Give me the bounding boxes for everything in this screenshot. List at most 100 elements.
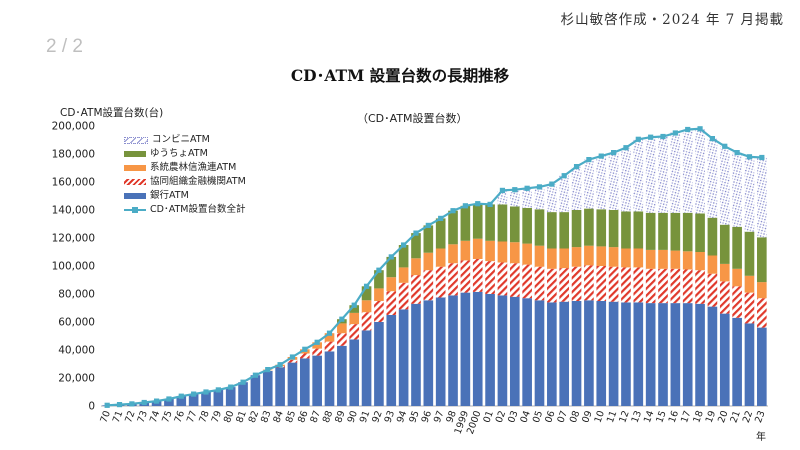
bar-segment [522,264,532,299]
x-tick-label: 10 [593,409,607,424]
bar-segment [608,210,619,248]
bar-segment [349,305,360,313]
bar-segment [682,251,693,270]
total-line-point [573,164,580,170]
bar-segment [509,242,520,264]
bar-segment [559,301,570,406]
bar-segment [534,300,545,406]
bar-segment [596,209,607,247]
bar-segment [299,358,310,406]
x-tick-label: 97 [432,409,446,424]
bar-segment [337,333,347,346]
x-tick-label: 95 [407,409,421,424]
bar-segment [608,247,619,267]
bar-segment [658,249,668,269]
bar-segment [361,300,372,313]
chart-legend: コンビニATM ゆうちょATM 系統農林信漁連ATM 協同組織金融機関ATM 銀… [124,133,246,217]
total-line-point [129,401,135,407]
x-tick-label: 15 [654,409,668,424]
bar-segment [719,281,730,314]
bar-segment [324,351,335,406]
total-line-point [153,398,160,404]
bar-segment [670,303,681,406]
bar-segment [509,296,520,406]
chart-title: CD･ATM 設置台数の長期推移 [290,66,510,85]
bar-segment [744,156,755,232]
bar-segment [312,342,322,349]
total-line-point [536,184,543,190]
bar-segment [707,217,718,256]
x-tick-label: 77 [185,409,199,424]
bar-segment [534,186,545,210]
x-tick-label: 71 [111,409,125,424]
legend-item-yucho: ゆうちょATM [124,147,246,161]
bar-segment [374,270,384,289]
bar-segment [398,245,409,268]
x-tick-label: 90 [346,409,360,424]
bar-segment [633,267,644,303]
bar-segment [658,212,668,250]
total-line-point [438,215,444,221]
y-tick-label: 200,000 [52,121,95,133]
x-tick-label: 93 [383,409,397,424]
total-line-point [141,399,147,406]
x-tick-label: 78 [197,409,211,424]
bar-segment [497,190,508,205]
total-line-point [759,154,765,161]
x-tick-label: 04 [518,409,532,424]
y-axis-title: CD･ATM設置台数(台) [60,107,164,119]
x-tick-label: 92 [370,409,384,424]
bar-segment [608,301,619,406]
bar-segment [509,189,520,207]
bar-segment [361,330,372,406]
total-line-point [191,391,197,397]
x-tick-label: 84 [271,409,285,424]
total-line-point [265,367,271,373]
total-line-point [697,126,703,132]
bar-segment [584,245,594,266]
y-tick-label: 120,000 [52,233,95,245]
x-tick-label: 13 [630,409,644,424]
bar-segment [349,339,360,406]
x-tick-label: 22 [741,409,755,424]
credit-text: 杉山敏啓作成・2024 年 7 月掲載 [560,12,784,28]
bar-segment [732,317,742,406]
x-tick-label: 05 [531,409,545,424]
bar-segment [707,273,718,307]
total-line-point [499,187,506,193]
x-tick-label: 16 [667,409,681,424]
bar-segment [522,207,532,244]
bar-segment [324,333,335,342]
bar-segment [472,291,483,406]
legend-label-nokyo: 系統農林信漁連ATM [150,162,237,173]
x-tick-label: 03 [506,409,520,424]
bar-segment [744,323,755,406]
bar-segment [596,156,607,210]
bar-segment [201,392,211,406]
x-tick-label: 89 [333,409,347,424]
bar-segment [695,213,705,252]
bar-segment [732,152,742,227]
legend-label-convenience: コンビニATM [152,134,210,145]
x-tick-label: 07 [556,409,570,424]
total-line-point [314,339,320,345]
bar-segment [213,389,224,406]
bar-segment [299,353,310,359]
bar-segment [386,256,397,278]
bar-segment [757,237,767,283]
x-tick-label: 06 [543,409,557,424]
bar-segment [682,269,693,304]
bar-segment [670,132,681,213]
legend-label-kyodo: 協同組織金融機関ATM [150,176,246,187]
bar-segment [411,303,421,406]
bar-segment [349,324,360,340]
total-line-point [734,150,740,156]
bar-segment [596,301,607,406]
bar-segment [695,252,705,271]
bar-segment [176,396,187,406]
legend-label-bank: 銀行ATM [150,190,189,201]
bar-segment [645,268,656,304]
legend-label-yucho: ゆうちょATM [150,148,208,159]
bar-segment [386,277,397,292]
bar-segment [448,210,458,245]
